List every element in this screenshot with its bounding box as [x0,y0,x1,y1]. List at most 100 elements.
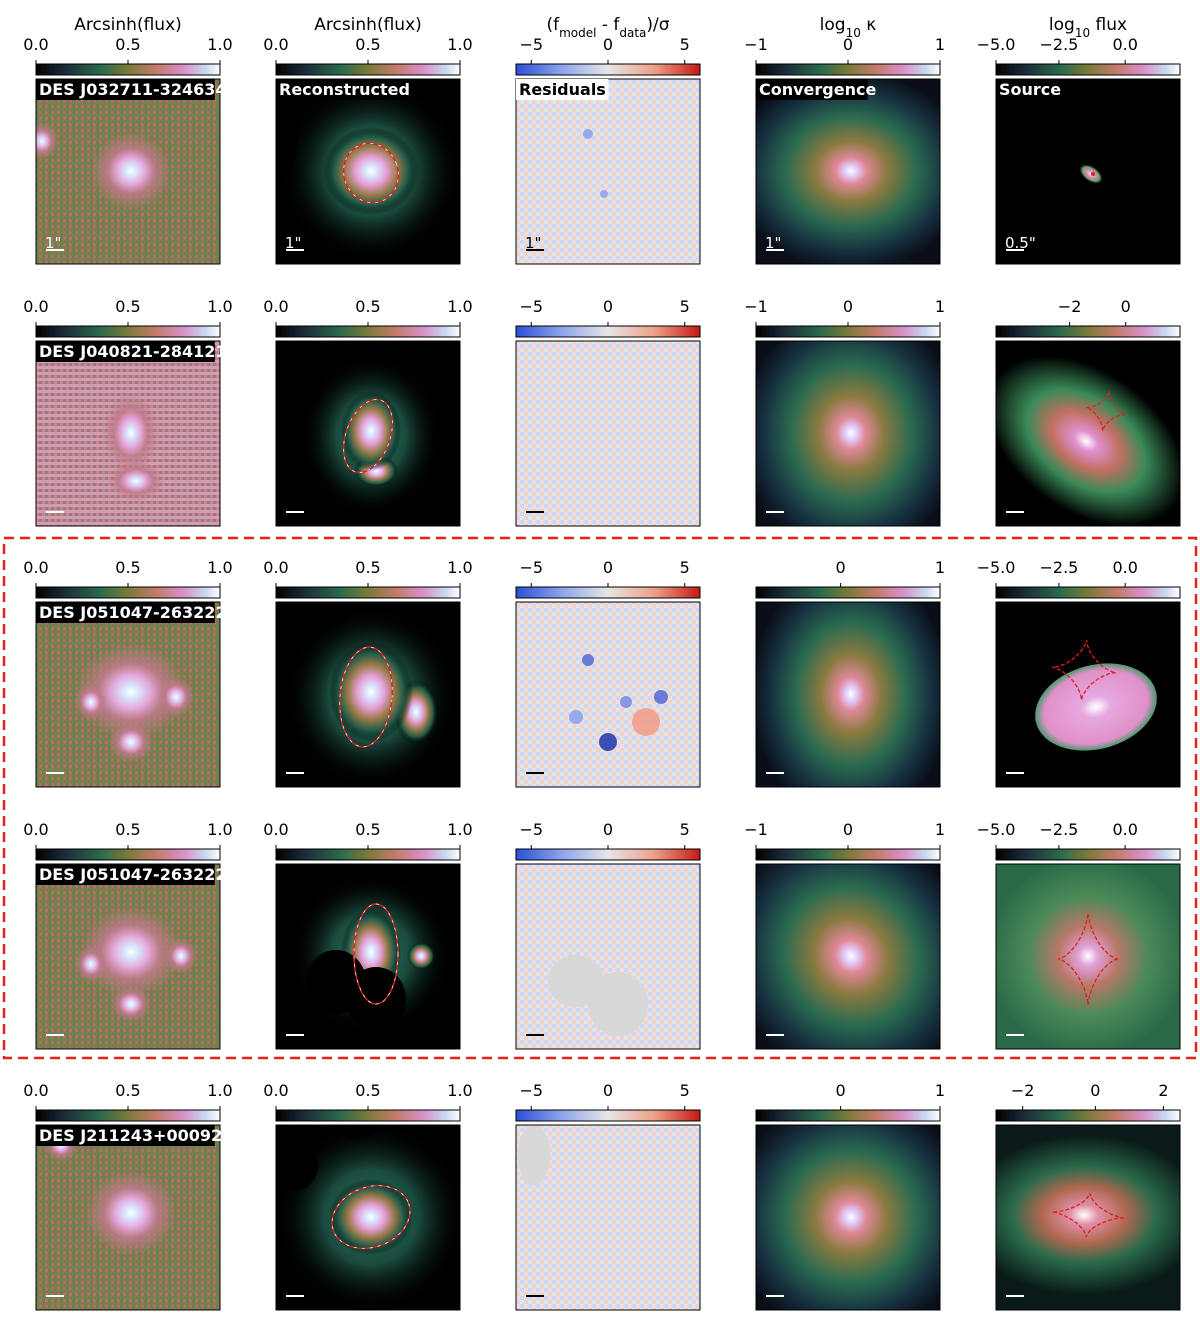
column-header-5: log10 flux [1049,15,1127,40]
colorbar-tick-label: −2 [1058,297,1082,316]
colorbar-tick-label: 0.0 [23,1081,48,1100]
mask-region [276,1243,288,1287]
colorbar-tick-label: −1 [744,297,768,316]
residuals-panel [515,863,701,1050]
panel-label-residuals-bg [516,79,609,100]
colorbar [35,325,221,338]
residuals-panel [515,78,701,265]
colorbar-tick-label: 0.5 [355,820,380,839]
scale-bar-label: 0.5" [1005,234,1036,252]
colorbar [995,1109,1181,1122]
source-panel [995,340,1181,527]
critical-curve-overlay [339,646,393,748]
target-name-label-bg [36,602,215,623]
residuals-panel [515,340,701,527]
mask-region [276,105,298,177]
column-header-3: (fmodel - fdata)/σ [546,15,669,40]
colorbar-tick-label: 0.5 [355,297,380,316]
colorbar [35,63,221,76]
colorbar-tick-label: 5 [680,35,690,54]
convergence-panel [755,863,941,1050]
colorbar-tick-label: 0 [1090,1081,1100,1100]
scale-bar-label: 1" [45,234,61,252]
panel-label-convergence: Convergence [759,80,876,99]
colorbar-tick-label: 0 [603,297,613,316]
colorbar-tick-label: −5.0 [977,820,1016,839]
colorbar-tick-label: 5 [680,820,690,839]
data-panel [35,601,221,788]
colorbar-tick-label: −2.5 [1039,35,1078,54]
highlight-box [2,536,1198,1060]
colorbar-tick-label: 0 [843,297,853,316]
convergence-panel [755,78,941,265]
colorbar-tick-label: 5 [680,558,690,577]
caustic [1057,913,1119,1005]
colorbar-tick-label: 1 [935,558,945,577]
colorbar-tick-label: −5 [519,1081,543,1100]
colorbar-tick-label: 0.5 [115,297,140,316]
colorbar [35,586,221,599]
colorbar-tick-label: 1.0 [447,297,472,316]
colorbar [35,848,221,861]
panel-label-reconstructed-bg [276,79,407,100]
scale-bar-label: 1" [765,234,781,252]
colorbar [995,586,1181,599]
colorbar [755,848,941,861]
colorbar-tick-label: 0.0 [263,35,288,54]
colorbar-tick-label: 1 [935,297,945,316]
colorbar [755,325,941,338]
colorbar-tick-label: 0 [843,820,853,839]
colorbar-tick-label: 0.0 [1112,558,1137,577]
colorbar-tick-label: −2.5 [1039,558,1078,577]
colorbar-tick-label: 0.5 [115,820,140,839]
colorbar [275,63,461,76]
colorbar-tick-label: 5 [680,297,690,316]
colorbar-tick-label: 1.0 [207,558,232,577]
colorbar [995,63,1181,76]
colorbar-tick-label: 0.0 [1112,820,1137,839]
model-panel [275,1124,461,1311]
colorbar [995,325,1181,338]
colorbar [275,848,461,861]
model-panel [275,340,461,527]
target-name-label: DES J051047-263222 [39,865,227,884]
colorbar [515,848,701,861]
colorbar [515,63,701,76]
colorbar-tick-label: 0 [603,820,613,839]
colorbar [995,848,1181,861]
source-panel [995,863,1181,1050]
colorbar-tick-label: 1.0 [447,820,472,839]
colorbar-tick-label: 0.5 [115,35,140,54]
caustic [1086,391,1126,431]
column-header-2: Arcsinh(flux) [314,15,422,35]
model-panel [275,78,461,265]
colorbar-tick-label: 0 [843,35,853,54]
colorbar-tick-label: 1.0 [207,35,232,54]
critical-curve-overlay [353,903,399,1005]
panel-label-source: Source [999,80,1061,99]
colorbar-tick-label: 0.0 [263,1081,288,1100]
colorbar-tick-label: 0 [836,1081,846,1100]
convergence-panel [755,601,941,788]
target-name-label: DES J051047-263222 [39,603,227,622]
model-panel [275,863,461,1050]
colorbar-tick-label: 0 [603,35,613,54]
source-panel [995,78,1181,265]
colorbar [755,586,941,599]
column-header-4: log10 κ [820,15,877,40]
target-name-label: DES J211243+000920 [39,1126,233,1145]
colorbar-tick-label: 1 [935,820,945,839]
critical-curve-overlay [343,399,393,473]
colorbar [515,325,701,338]
colorbar [515,1109,701,1122]
mask-region [518,1125,550,1185]
target-name-label-bg [36,341,215,362]
colorbar-tick-label: 1.0 [207,1081,232,1100]
caustic [1052,640,1116,700]
colorbar-tick-label: −5 [519,35,543,54]
colorbar-tick-label: 0.0 [23,558,48,577]
colorbar-tick-label: 0.0 [23,297,48,316]
panel-label-source-bg [996,79,1060,100]
target-name-label: DES J032711-324634 [39,80,227,99]
colorbar-tick-label: 0 [1121,297,1131,316]
